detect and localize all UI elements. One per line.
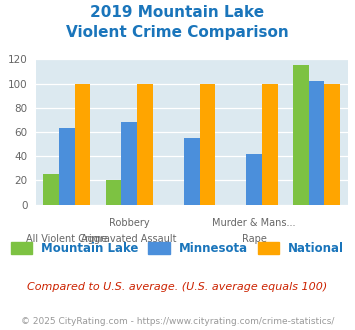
Legend: Mountain Lake, Minnesota, National: Mountain Lake, Minnesota, National xyxy=(6,237,349,259)
Bar xyxy=(324,83,340,205)
Text: Rape: Rape xyxy=(242,234,267,244)
Bar xyxy=(246,154,262,205)
Text: 2019 Mountain Lake: 2019 Mountain Lake xyxy=(91,5,264,20)
Text: Murder & Mans...: Murder & Mans... xyxy=(212,218,296,228)
Bar xyxy=(184,138,200,205)
Text: Aggravated Assault: Aggravated Assault xyxy=(81,234,177,244)
Text: All Violent Crime: All Violent Crime xyxy=(26,234,107,244)
Bar xyxy=(309,81,324,205)
Bar xyxy=(106,181,121,205)
Bar xyxy=(262,83,278,205)
Bar xyxy=(43,174,59,205)
Text: Robbery: Robbery xyxy=(109,218,149,228)
Bar xyxy=(200,83,215,205)
Text: Compared to U.S. average. (U.S. average equals 100): Compared to U.S. average. (U.S. average … xyxy=(27,282,328,292)
Bar xyxy=(59,128,75,205)
Bar xyxy=(75,83,90,205)
Bar xyxy=(293,65,309,205)
Text: Violent Crime Comparison: Violent Crime Comparison xyxy=(66,25,289,40)
Bar xyxy=(137,83,153,205)
Bar xyxy=(121,122,137,205)
Text: © 2025 CityRating.com - https://www.cityrating.com/crime-statistics/: © 2025 CityRating.com - https://www.city… xyxy=(21,317,334,326)
